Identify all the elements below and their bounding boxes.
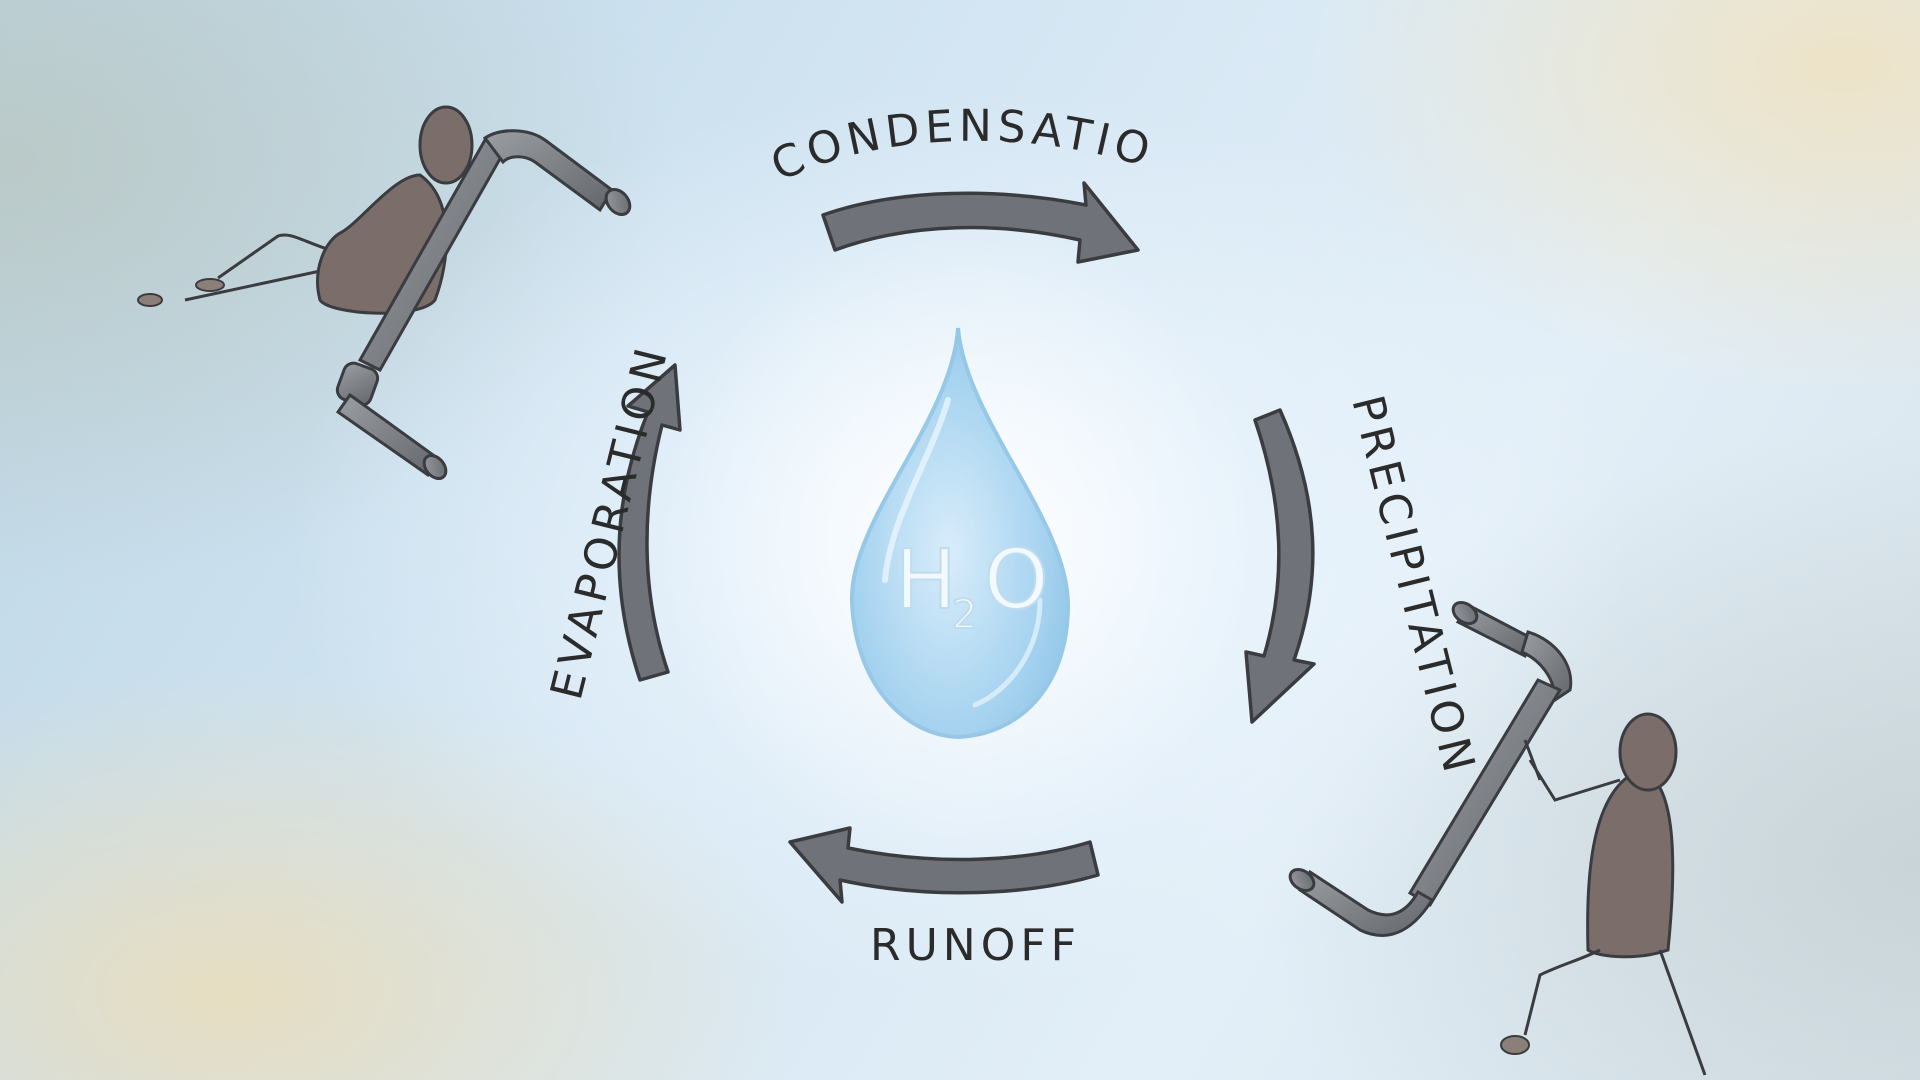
figure-bottom-right xyxy=(1288,601,1707,1076)
pipe-top-left-icon xyxy=(335,129,632,481)
molecule-o: O xyxy=(984,533,1049,628)
pipe-bottom-right-icon xyxy=(1288,601,1573,937)
label-runoff: RUNOFF xyxy=(870,920,1081,971)
water-drop xyxy=(849,327,1071,740)
arrow-condensation-icon xyxy=(821,181,1140,264)
label-precipitation: PRECIPITATION xyxy=(1341,390,1485,781)
molecule-h: H xyxy=(895,533,957,628)
figure-top-left xyxy=(137,105,632,481)
label-condensation: CONDENSATION xyxy=(0,0,1160,192)
molecule-subscript: 2 xyxy=(952,592,977,638)
arrow-runoff-icon xyxy=(788,826,1100,904)
arrow-precipitation-icon xyxy=(1244,408,1316,724)
arrow-evaporation-icon xyxy=(617,363,682,682)
molecule-label: H 2 O xyxy=(894,532,1050,639)
